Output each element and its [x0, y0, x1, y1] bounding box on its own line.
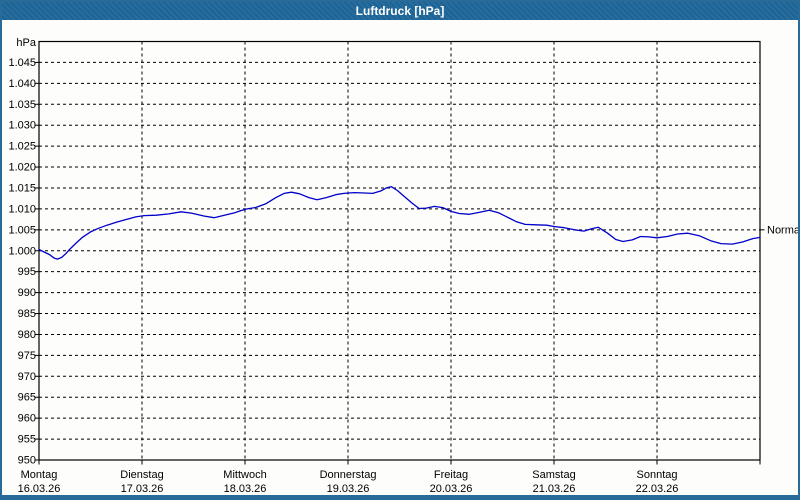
day-name-label: Dienstag: [120, 469, 163, 481]
y-tick-label: 990: [18, 287, 36, 299]
y-tick-label: 1.015: [8, 182, 36, 194]
y-tick-label: 1.000: [8, 245, 36, 257]
y-tick-label: 995: [18, 266, 36, 278]
day-date-label: 20.03.26: [430, 483, 473, 495]
y-tick-label: 1.045: [8, 57, 36, 69]
day-date-label: 22.03.26: [636, 483, 679, 495]
y-tick-label: 980: [18, 329, 36, 341]
y-tick-label: 1.005: [8, 224, 36, 236]
day-name-label: Freitag: [434, 469, 468, 481]
y-tick-label: 1.025: [8, 141, 36, 153]
window-titlebar[interactable]: Luftdruck [hPa]: [2, 2, 798, 20]
y-tick-label: 1.010: [8, 203, 36, 215]
day-name-label: Donnerstag: [320, 469, 377, 481]
y-tick-label: 970: [18, 371, 36, 383]
y-tick-label: 955: [18, 434, 36, 446]
y-tick-label: 960: [18, 413, 36, 425]
y-axis-unit-label: hPa: [16, 37, 36, 49]
normal-label: Normal: [767, 224, 800, 236]
day-date-label: 19.03.26: [327, 483, 370, 495]
day-date-label: 21.03.26: [533, 483, 576, 495]
y-tick-label: 1.040: [8, 78, 36, 90]
day-name-label: Samstag: [532, 469, 575, 481]
window-title: Luftdruck [hPa]: [355, 4, 445, 18]
day-name-label: Montag: [21, 469, 58, 481]
y-tick-label: 1.035: [8, 99, 36, 111]
y-tick-label: 1.020: [8, 162, 36, 174]
y-tick-label: 975: [18, 350, 36, 362]
y-tick-label: 1.030: [8, 120, 36, 132]
day-name-label: Mittwoch: [223, 469, 266, 481]
y-tick-label: 985: [18, 308, 36, 320]
day-name-label: Sonntag: [637, 469, 678, 481]
plot-frame: [38, 40, 761, 461]
pressure-curve: [38, 186, 761, 260]
y-tick-label: 965: [18, 392, 36, 404]
day-date-label: 18.03.26: [224, 483, 267, 495]
day-date-label: 17.03.26: [121, 483, 164, 495]
day-date-label: 16.03.26: [18, 483, 61, 495]
y-tick-label: 950: [18, 455, 36, 467]
